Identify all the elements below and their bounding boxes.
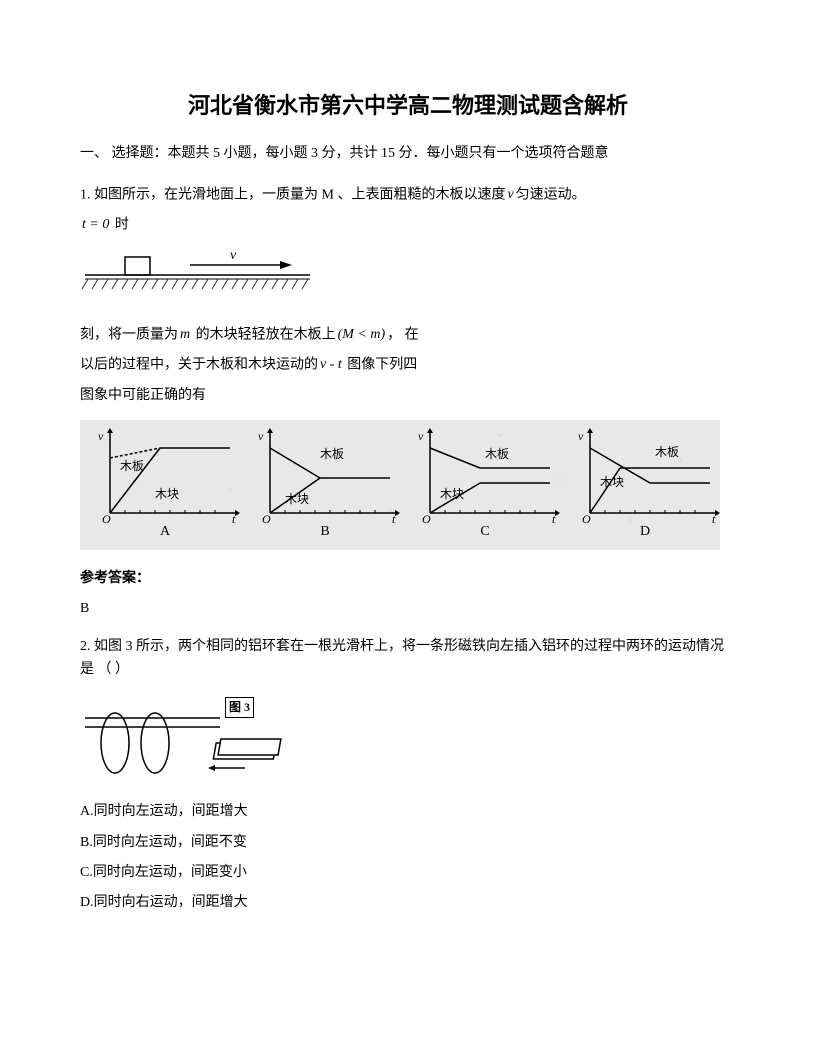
symbol-m: m: [178, 324, 192, 346]
q1-prefix: 1. 如图所示，在光滑地面上，一质量为 M 、上表面粗糙的木板以速度: [80, 187, 505, 202]
q1-line2: 刻，将一质量为m 的木块轻轻放在木板上(M < m)， 在: [80, 324, 736, 347]
rings-figure: 图 3: [80, 693, 310, 783]
q2-option-c: C.同时向左运动，间距变小: [80, 862, 736, 884]
svg-text:木块: 木块: [440, 487, 464, 501]
svg-text:O: O: [102, 512, 111, 523]
label-c: C: [465, 521, 505, 543]
q1-line3: 以后的过程中，关于木板和木块运动的v - t 图像下列四: [80, 354, 736, 377]
q1-line1: 1. 如图所示，在光滑地面上，一质量为 M 、上表面粗糙的木板以速度v匀速运动。: [80, 184, 736, 207]
section-heading: 一、 选择题：本题共 5 小题，每小题 3 分，共计 15 分．每小题只有一个选…: [80, 143, 736, 165]
svg-text:木板: 木板: [655, 445, 679, 459]
q1-l2a: 刻，将一质量为: [80, 327, 178, 342]
t-zero: t = 0: [80, 214, 111, 236]
svg-text:O: O: [262, 512, 271, 523]
q1-mid1: 匀速运动。: [516, 187, 586, 202]
board-svg: v: [80, 247, 320, 297]
svg-text:O: O: [582, 512, 591, 523]
q1-mid2: 时: [111, 218, 129, 233]
svg-text:v: v: [418, 429, 424, 443]
svg-text:木块: 木块: [285, 492, 309, 506]
q1-line1b: t = 0 时: [80, 214, 736, 237]
q1-l2b: 的木块轻轻放在木板上: [192, 327, 336, 342]
graph-c: O t v 木板 木块: [410, 428, 560, 523]
svg-text:木板: 木板: [485, 447, 509, 461]
svg-text:木板: 木板: [120, 459, 144, 473]
q1-line4: 图象中可能正确的有: [80, 385, 736, 407]
svg-text:v: v: [258, 429, 264, 443]
q2-option-b: B.同时向左运动，间距不变: [80, 832, 736, 854]
svg-text:v: v: [578, 429, 584, 443]
q2-option-d: D.同时向右运动，间距增大: [80, 892, 736, 914]
four-graphs: O t v 木板 木块 O t v 木板 木块: [80, 420, 720, 550]
q2-option-a: A.同时向左运动，间距增大: [80, 801, 736, 823]
page-title: 河北省衡水市第六中学高二物理测试题含解析: [80, 88, 736, 123]
graph-a: O t v 木板 木块: [90, 428, 240, 523]
condition-Mm: (M < m): [336, 324, 388, 346]
q1-l2c: ， 在: [387, 327, 419, 342]
label-d: D: [625, 521, 665, 543]
label-b: B: [305, 521, 345, 543]
answer-label: 参考答案：: [80, 568, 736, 590]
q2-text: 2. 如图 3 所示，两个相同的铝环套在一根光滑杆上，将一条形磁铁向左插入铝环的…: [80, 636, 736, 681]
vt-symbol: v - t: [318, 354, 344, 376]
svg-text:v: v: [98, 429, 104, 443]
v-arrow-label: v: [230, 248, 237, 263]
q1-l3b: 图像下列四: [344, 358, 418, 373]
label-a: A: [145, 521, 185, 543]
svg-text:木板: 木板: [320, 447, 344, 461]
board-figure: v: [80, 247, 736, 305]
q1-answer: B: [80, 598, 736, 620]
symbol-v: v: [505, 184, 515, 206]
svg-text:木块: 木块: [600, 475, 624, 489]
q1-l3a: 以后的过程中，关于木板和木块运动的: [80, 358, 318, 373]
fig3-label: 图 3: [225, 697, 254, 718]
svg-text:O: O: [422, 512, 431, 523]
graph-d: O t v 木板 木块: [570, 428, 720, 523]
svg-text:木块: 木块: [155, 487, 179, 501]
graph-b: O t v 木板 木块: [250, 428, 400, 523]
